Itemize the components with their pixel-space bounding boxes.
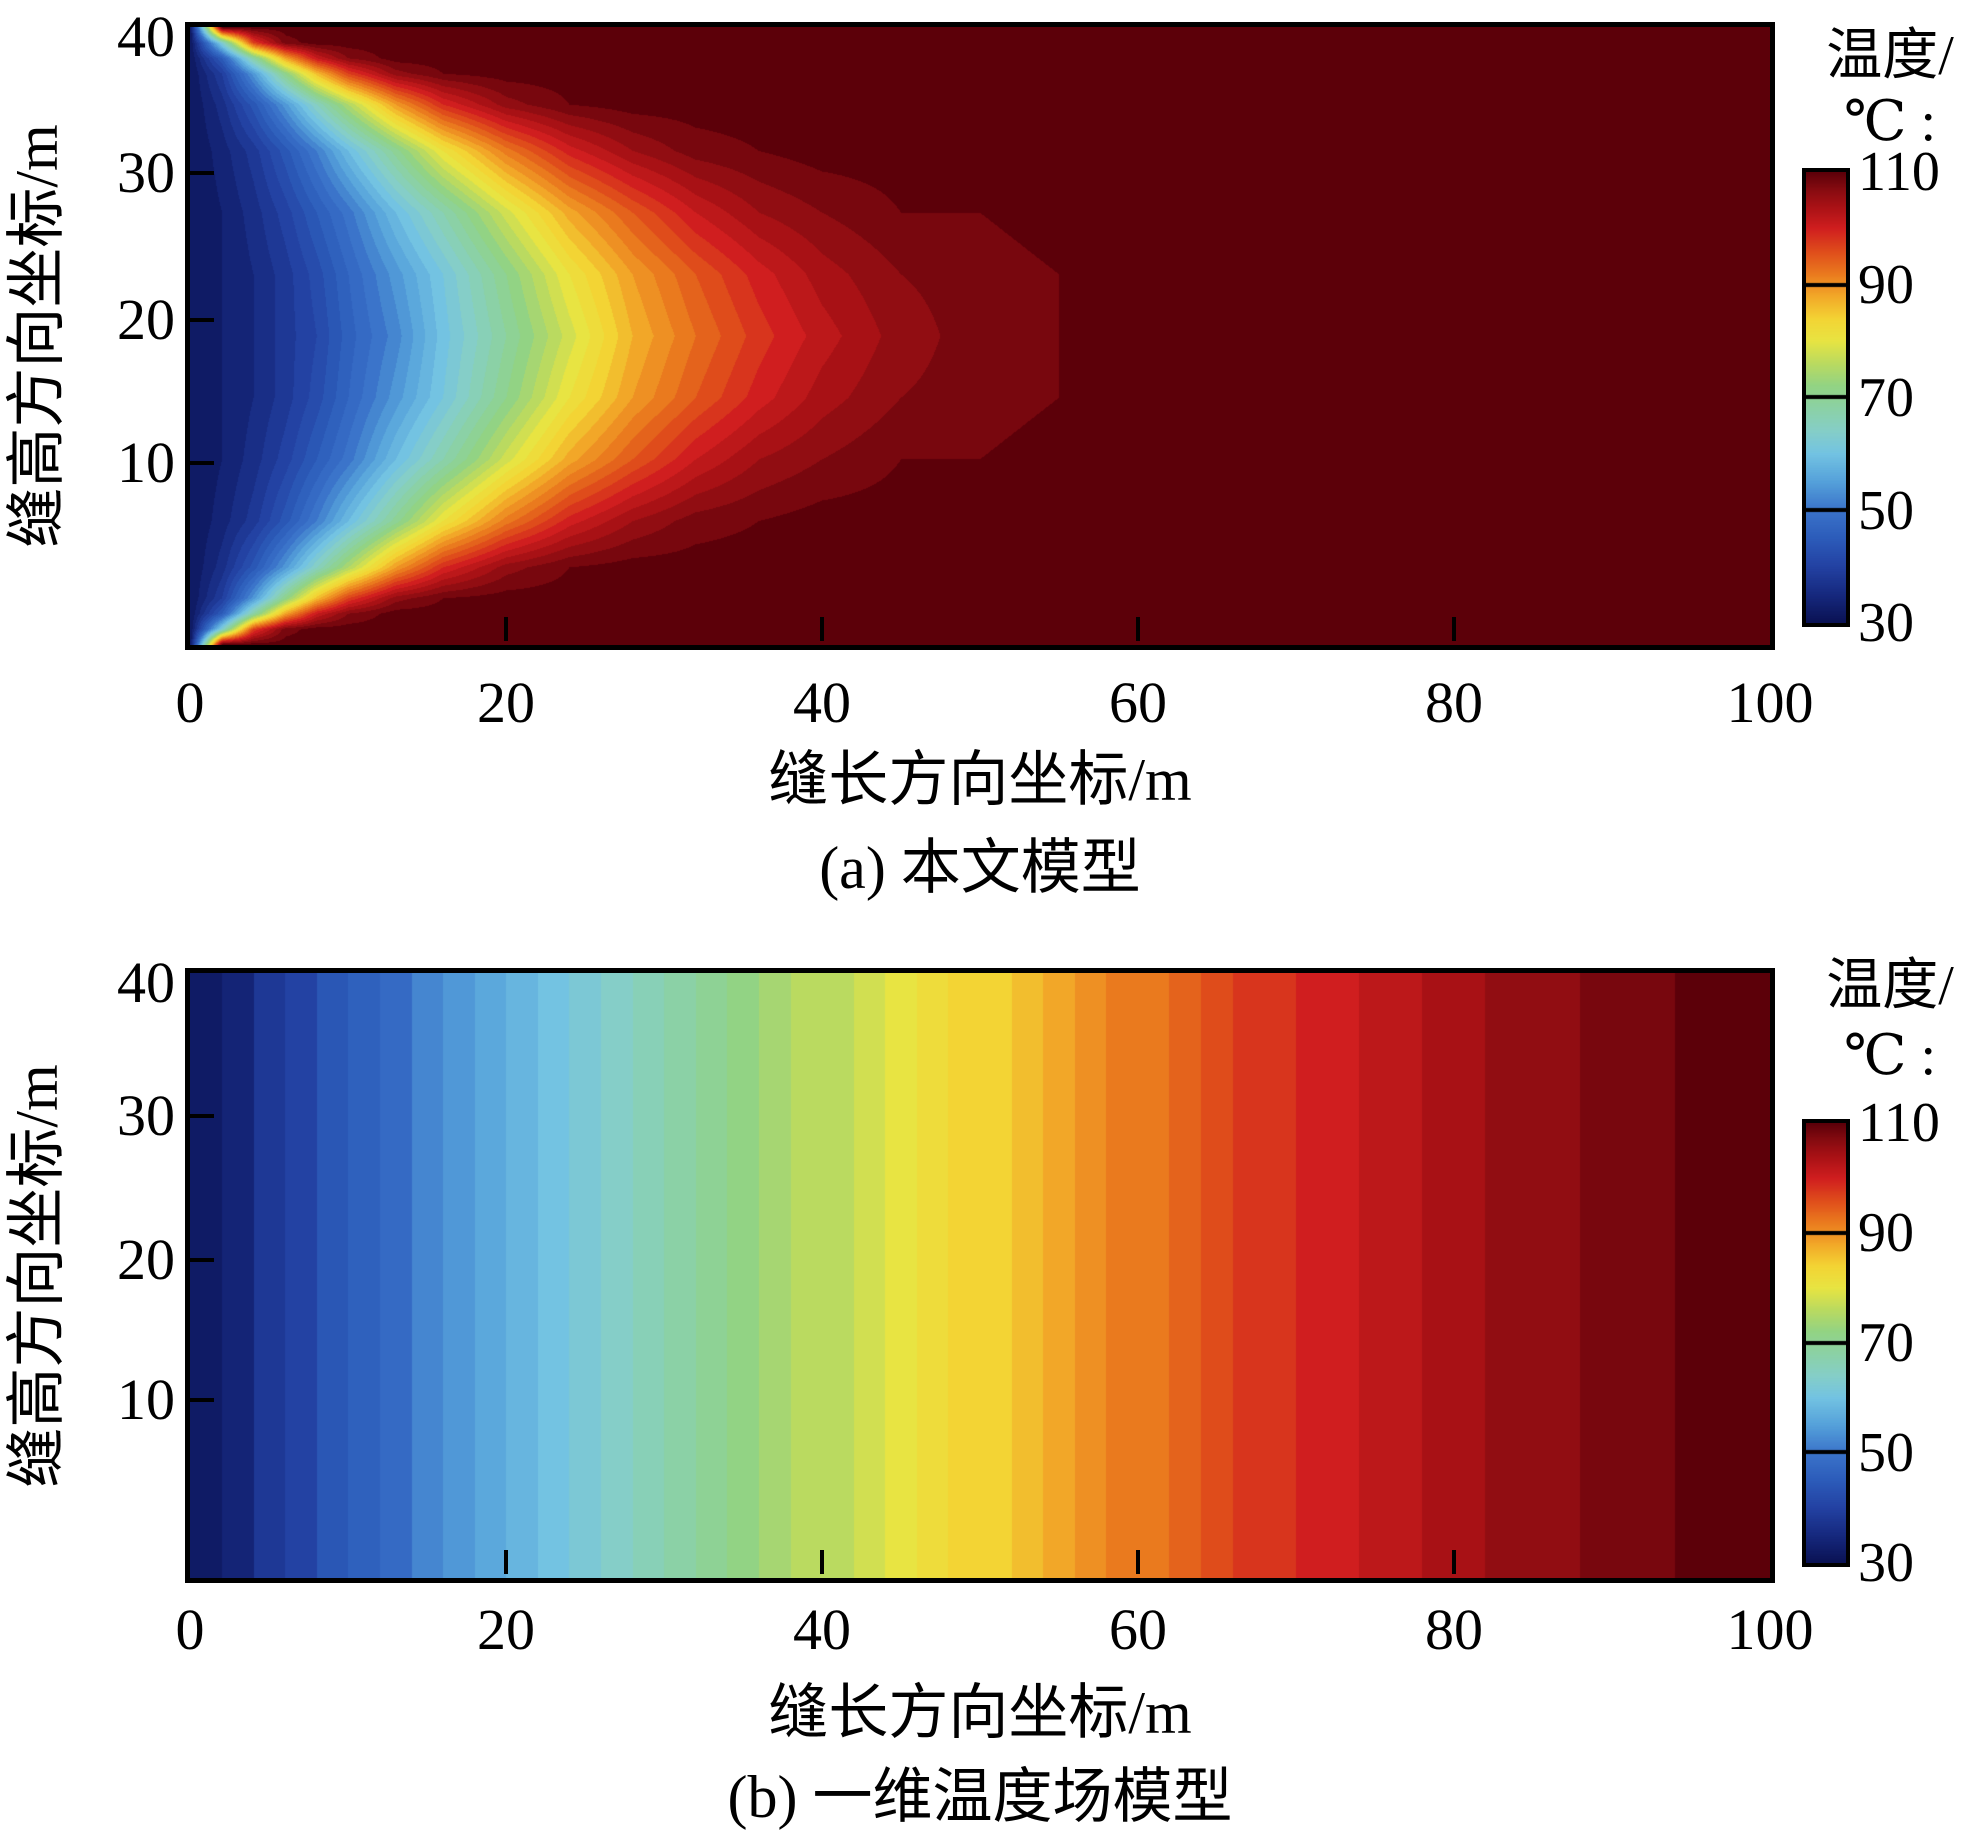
y-tick-label: 20 xyxy=(117,287,175,352)
panel-b-title: (b) 一维温度场模型 xyxy=(727,1764,1233,1830)
x-tick-mark xyxy=(820,1550,824,1574)
x-tick-label: 20 xyxy=(477,1597,535,1662)
x-tick-label: 40 xyxy=(793,670,851,735)
y-tick-label: 10 xyxy=(117,1367,175,1432)
x-tick-label: 60 xyxy=(1109,670,1167,735)
colorbar-tick-label: 90 xyxy=(1858,1202,1914,1264)
y-tick-label: 40 xyxy=(117,950,175,1015)
x-tick-label: 0 xyxy=(175,670,205,735)
x-tick-label: 80 xyxy=(1425,1597,1483,1662)
x-axis-label-b: 缝长方向坐标/m xyxy=(768,1680,1192,1746)
x-tick-label: 100 xyxy=(1726,670,1814,735)
y-tick-mark xyxy=(190,1398,214,1402)
x-tick-mark xyxy=(504,617,508,641)
heatmap-panel-a xyxy=(190,27,1770,645)
x-tick-mark xyxy=(1452,617,1456,641)
colorbar-tick-label: 70 xyxy=(1858,367,1914,429)
heatmap-panel-b xyxy=(190,973,1770,1578)
y-tick-label: 10 xyxy=(117,430,175,495)
y-tick-mark xyxy=(190,171,214,175)
x-tick-mark xyxy=(820,617,824,641)
panel-a-title: (a) 本文模型 xyxy=(819,835,1141,901)
y-tick-mark xyxy=(190,461,214,465)
x-tick-label: 60 xyxy=(1109,1597,1167,1662)
x-tick-label: 20 xyxy=(477,670,535,735)
x-tick-label: 40 xyxy=(793,1597,851,1662)
y-axis-label-a: 缝高方向坐标/m xyxy=(4,124,70,548)
x-tick-label: 0 xyxy=(175,1597,205,1662)
y-tick-mark xyxy=(190,318,214,322)
colorbar-tick-label: 50 xyxy=(1858,480,1914,542)
y-tick-label: 30 xyxy=(117,140,175,205)
colorbar-tick-label: 70 xyxy=(1858,1312,1914,1374)
colorbar-a-title-line2: ℃ : xyxy=(1843,91,1937,153)
x-tick-mark xyxy=(1452,1550,1456,1574)
colorbar-tick-label: 110 xyxy=(1858,1092,1940,1154)
y-tick-label: 20 xyxy=(117,1227,175,1292)
x-tick-mark xyxy=(1136,617,1140,641)
colorbar-b-title-line1: 温度/ xyxy=(1826,955,1954,1017)
x-tick-label: 100 xyxy=(1726,1597,1814,1662)
y-tick-mark xyxy=(190,1258,214,1262)
colorbar-tick-label: 30 xyxy=(1858,592,1914,654)
y-axis-label-b: 缝高方向坐标/m xyxy=(4,1064,70,1488)
colorbar-tick-label: 90 xyxy=(1858,254,1914,316)
colorbar-tick-label: 30 xyxy=(1858,1532,1914,1594)
x-axis-label-a: 缝长方向坐标/m xyxy=(768,747,1192,813)
colorbar-a xyxy=(1806,172,1846,623)
x-tick-label: 80 xyxy=(1425,670,1483,735)
x-tick-mark xyxy=(1136,1550,1140,1574)
colorbar-tick-label: 50 xyxy=(1858,1422,1914,1484)
y-tick-mark xyxy=(190,1114,214,1118)
y-tick-label: 30 xyxy=(117,1083,175,1148)
y-tick-label: 40 xyxy=(117,4,175,69)
colorbar-b-title-line2: ℃ : xyxy=(1843,1025,1937,1087)
colorbar-tick-label: 110 xyxy=(1858,141,1940,203)
x-tick-mark xyxy=(504,1550,508,1574)
colorbar-a-title-line1: 温度/ xyxy=(1826,25,1954,87)
colorbar-b xyxy=(1806,1123,1846,1563)
